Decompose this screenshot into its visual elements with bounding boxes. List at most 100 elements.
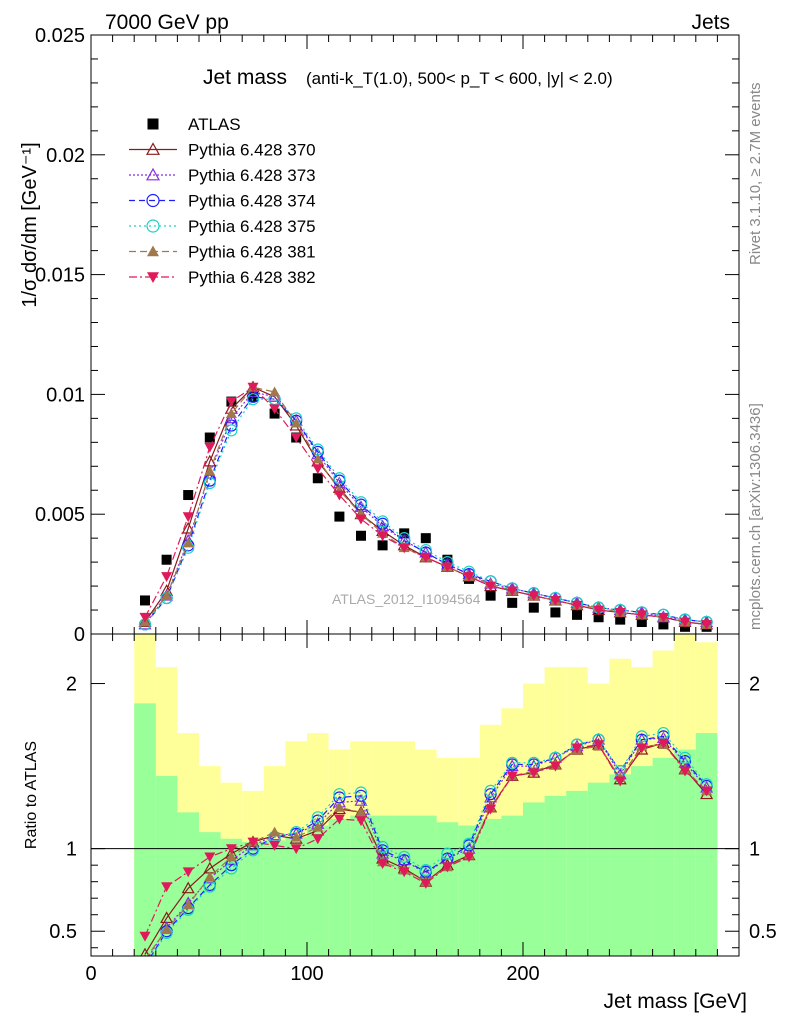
data-point xyxy=(204,432,215,443)
series-marker xyxy=(485,581,497,592)
series-marker xyxy=(398,543,410,554)
series-line xyxy=(146,744,708,956)
series-marker xyxy=(246,393,260,406)
mcplots-watermark: mcplots.cern.ch [arXiv:1306.3436] xyxy=(747,403,764,630)
series-marker xyxy=(269,404,281,415)
ratio-series-5 xyxy=(139,738,713,942)
ratio-stat-band xyxy=(307,825,329,956)
ratio-marker xyxy=(333,788,346,801)
series-marker xyxy=(506,586,518,597)
ratio-marker xyxy=(182,867,194,878)
data-point xyxy=(183,490,194,501)
tick-label: 0 xyxy=(74,624,85,646)
series-marker xyxy=(355,514,367,525)
ratio-stat-band xyxy=(501,815,523,956)
series-marker xyxy=(203,476,216,490)
data-point xyxy=(334,511,345,522)
ratio-marker xyxy=(354,786,368,799)
ratio-marker xyxy=(140,960,151,971)
legend-label: Pythia 6.428 373 xyxy=(188,166,316,185)
series-marker xyxy=(182,512,194,523)
ratio-y-axis-label: Ratio to ATLAS xyxy=(23,741,40,849)
ratio-marker xyxy=(528,768,540,779)
ratio-stat-band xyxy=(566,790,588,956)
ratio-marker xyxy=(657,726,670,740)
ratio-marker xyxy=(203,880,216,893)
ratio-stat-band xyxy=(263,840,286,956)
series-marker xyxy=(549,596,561,606)
ratio-marker xyxy=(549,761,561,772)
data-point xyxy=(550,607,561,618)
ratio-marker xyxy=(441,847,454,860)
legend-entry: Pythia 6.428 374 xyxy=(129,192,316,211)
ratio-plot-frame xyxy=(90,633,740,957)
ratio-stat-band xyxy=(609,774,631,956)
ratio-marker xyxy=(397,853,411,866)
series-marker xyxy=(269,386,281,397)
tick-label: 0.025 xyxy=(35,25,85,47)
ratio-stat-band xyxy=(631,766,653,956)
data-point xyxy=(420,533,431,544)
series-marker xyxy=(354,496,368,509)
tick-label: 100 xyxy=(290,963,323,985)
ratio-marker xyxy=(355,816,367,827)
data-point xyxy=(161,554,172,565)
legend-label: Pythia 6.428 381 xyxy=(188,243,316,262)
ratio-marker xyxy=(377,859,389,870)
main-subtitle: (anti-k_T(1.0), 500< p_T < 600, |y| < 2.… xyxy=(306,69,613,88)
ratio-marker xyxy=(204,871,216,882)
ratio-stat-band xyxy=(242,842,264,956)
data-point xyxy=(658,619,669,630)
legend-entry: ATLAS xyxy=(147,115,241,134)
series-marker xyxy=(333,472,346,485)
ratio-stat-band xyxy=(674,749,696,956)
ratio-marker xyxy=(636,743,648,754)
ratio-series-layer xyxy=(139,726,714,973)
ratio-marker xyxy=(144,955,146,956)
axis-ticks: 0 100 200 0 0.005 0.01 0.015 0.02 0.025 0.5 0.5 1 1 2… xyxy=(35,25,777,985)
process-tag: Jets xyxy=(691,11,730,34)
series-marker xyxy=(528,591,540,602)
data-point xyxy=(356,530,366,541)
ratio-stat-band xyxy=(393,815,415,956)
ratio-stat-band xyxy=(587,782,610,956)
series-marker xyxy=(657,612,669,623)
series-marker xyxy=(225,419,238,432)
series-marker xyxy=(312,464,324,475)
series-marker xyxy=(225,424,238,437)
ratio-marker xyxy=(247,837,259,848)
series-marker xyxy=(701,620,713,630)
ratio-marker xyxy=(269,826,281,837)
ratio-marker xyxy=(614,776,626,787)
data-point xyxy=(636,617,647,628)
ratio-marker xyxy=(506,756,519,769)
legend-label: ATLAS xyxy=(188,115,241,134)
ratio-stat-band xyxy=(479,818,502,956)
ratio-marker xyxy=(225,851,237,862)
ratio-marker xyxy=(678,751,692,764)
tick-label: 0.005 xyxy=(35,504,85,526)
data-point xyxy=(507,597,518,608)
series-line xyxy=(151,732,708,956)
ratio-marker xyxy=(225,862,238,875)
ratio-marker xyxy=(269,840,281,851)
ratio-marker xyxy=(161,924,173,934)
ratio-marker xyxy=(441,862,453,873)
legend-marker xyxy=(147,245,159,257)
legend-label: Pythia 6.428 382 xyxy=(188,268,316,287)
legend-marker xyxy=(146,219,160,233)
ratio-marker xyxy=(679,766,691,777)
tick-label: 2 xyxy=(66,674,77,696)
legend-marker xyxy=(147,272,159,283)
series-marker xyxy=(247,382,259,393)
ratio-marker xyxy=(140,962,151,973)
ratio-stat-band xyxy=(328,818,351,956)
series-marker xyxy=(377,531,389,542)
series-marker xyxy=(333,490,345,501)
ratio-marker xyxy=(139,931,151,942)
series-marker xyxy=(679,617,691,628)
ratio-stat-band xyxy=(523,802,545,956)
ratio-marker xyxy=(506,771,518,782)
ratio-marker xyxy=(204,852,216,863)
